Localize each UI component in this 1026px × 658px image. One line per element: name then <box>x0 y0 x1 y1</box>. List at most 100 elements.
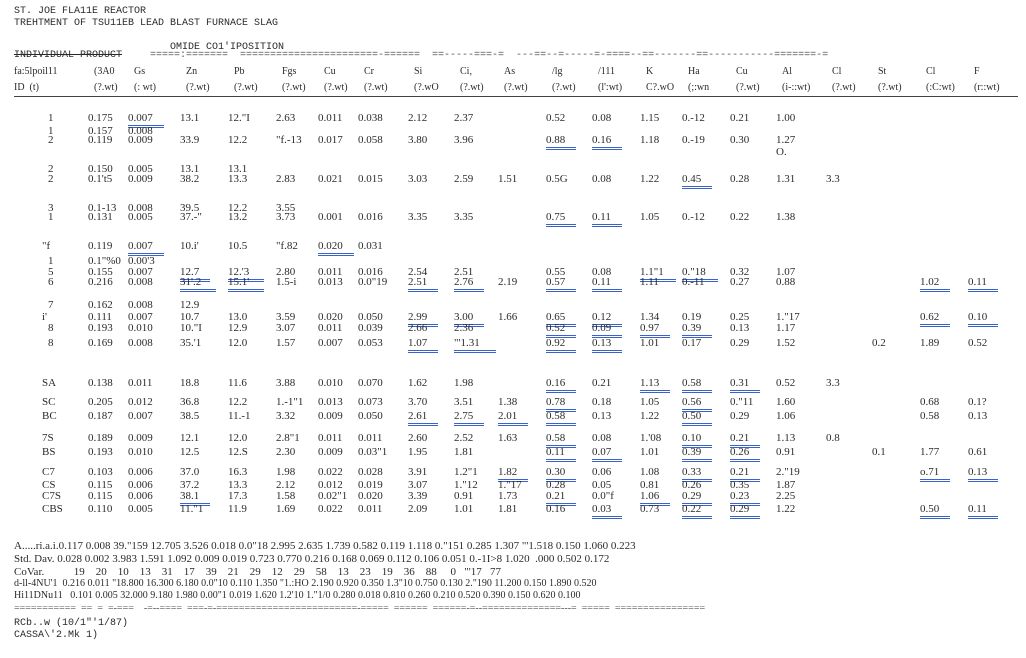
column-unit: (?.wt) <box>552 82 576 93</box>
table-cell: 38.1 <box>180 490 200 502</box>
table-cell: 0.119 <box>88 134 113 146</box>
table-cell: 0.007 <box>318 337 343 349</box>
table-cell: 0.005 <box>128 503 153 515</box>
table-cell: 3.00 <box>454 311 474 323</box>
table-cell: 1.01 <box>454 503 474 515</box>
cell-underline <box>968 479 998 480</box>
table-cell: 0.52 <box>546 322 566 334</box>
table-cell: 1.73 <box>498 490 518 502</box>
table-cell: 0.008 <box>128 276 153 288</box>
table-cell: 0.038 <box>358 112 383 124</box>
column-unit: (?.wt) <box>504 82 528 93</box>
table-cell: 0.008 <box>128 125 153 137</box>
table-cell: 31'.2 <box>180 276 202 288</box>
cell-underline <box>592 289 622 290</box>
table-cell: 0.005 <box>128 163 153 175</box>
cell-underline <box>592 516 622 517</box>
table-cell: 0.35 <box>730 479 750 491</box>
table-cell: 0.13 <box>592 337 612 349</box>
cell-underline <box>546 425 576 426</box>
column-unit: (?.wt) <box>460 82 484 93</box>
cell-underline <box>682 279 718 280</box>
cell-underline <box>682 447 712 448</box>
table-cell: 0.08 <box>592 432 612 444</box>
table-cell: 0.012 <box>128 396 153 408</box>
table-cell: 0.06 <box>592 466 612 478</box>
column-unit: (?.wt) <box>878 82 902 93</box>
table-cell: 1.38 <box>498 396 518 408</box>
cell-underline <box>408 289 438 290</box>
table-cell: 2.37 <box>454 112 474 124</box>
max-row: Hi11DNu11 0.101 0.005 32.000 9.180 1.980… <box>14 590 581 601</box>
cell-underline <box>498 425 528 426</box>
table-cell: 1.77 <box>920 446 940 458</box>
cell-underline <box>682 411 712 412</box>
table-cell: 0.028 <box>358 466 383 478</box>
row-id: C7S <box>42 490 61 502</box>
table-cell: 0.017 <box>318 134 343 146</box>
table-cell: 0.162 <box>88 299 113 311</box>
table-cell: 13.1 <box>228 163 248 175</box>
table-cell: 1.15 <box>640 112 660 124</box>
table-cell: 3.91 <box>408 466 428 478</box>
table-cell: 11.-1 <box>228 410 251 422</box>
cell-underline <box>730 390 760 391</box>
cell-underline <box>968 326 998 327</box>
table-cell: "'1.31 <box>454 337 480 349</box>
row-id: "f <box>42 240 51 252</box>
table-cell: 0.216 <box>88 276 113 288</box>
cell-underline <box>920 479 950 480</box>
table-cell: 37.0 <box>180 466 200 478</box>
table-cell: 13.0 <box>228 311 248 323</box>
row-id: CS <box>42 479 56 491</box>
table-cell: 3.35 <box>408 211 428 223</box>
table-cell: 0.010 <box>128 322 153 334</box>
row-id: SC <box>42 396 56 408</box>
column-name: As <box>504 66 516 77</box>
cell-underline <box>730 445 760 446</box>
cell-underline <box>228 281 264 282</box>
table-cell: 0.22 <box>730 211 750 223</box>
table-cell: 0.1"%0 <box>88 255 121 267</box>
table-cell: 1.2"1 <box>454 466 478 478</box>
table-cell: 0.16 <box>546 377 566 389</box>
table-cell: 0.32 <box>730 266 750 278</box>
table-cell: 1.87 <box>776 479 796 491</box>
table-cell: 0.007 <box>128 410 153 422</box>
table-cell: 0.0"19 <box>358 276 388 288</box>
table-cell: 0.008 <box>128 299 153 311</box>
table-cell: 0.21 <box>546 490 566 502</box>
table-cell: 2.12 <box>276 479 296 491</box>
table-cell: 0.39 <box>682 322 702 334</box>
cell-underline <box>682 188 712 189</box>
table-cell: 0.11 <box>592 211 611 223</box>
table-cell: 1.62 <box>408 377 428 389</box>
table-cell: 1.27 <box>776 134 796 146</box>
table-cell: 0.169 <box>88 337 113 349</box>
cell-underline <box>228 289 264 290</box>
column-unit: (;:wn <box>688 82 710 93</box>
table-cell: 1."17 <box>776 311 800 323</box>
cell-underline <box>592 337 622 338</box>
table-cell: 0.006 <box>128 490 153 502</box>
table-cell: 0.131 <box>88 211 113 223</box>
table-cell: 0.56 <box>682 396 702 408</box>
table-cell: 0.189 <box>88 432 113 444</box>
table-cell: 1.51 <box>498 173 518 185</box>
cell-underline <box>592 518 622 519</box>
cell-underline <box>640 392 670 393</box>
table-cell: 0.157 <box>88 125 113 137</box>
table-cell: 3.73 <box>276 211 296 223</box>
table-cell: 1.81 <box>498 503 518 515</box>
table-cell: 2.36 <box>454 322 474 334</box>
table-cell: 0.007 <box>128 311 153 323</box>
table-cell: 2.52 <box>454 432 474 444</box>
table-cell: 0.022 <box>318 503 343 515</box>
cell-underline <box>592 226 622 227</box>
cell-underline <box>546 461 576 462</box>
table-cell: 1.13 <box>776 432 796 444</box>
table-cell: 0.21 <box>730 432 750 444</box>
table-cell: 13.3 <box>228 479 248 491</box>
table-cell: 38.5 <box>180 410 200 422</box>
table-cell: 0.008 <box>128 337 153 349</box>
